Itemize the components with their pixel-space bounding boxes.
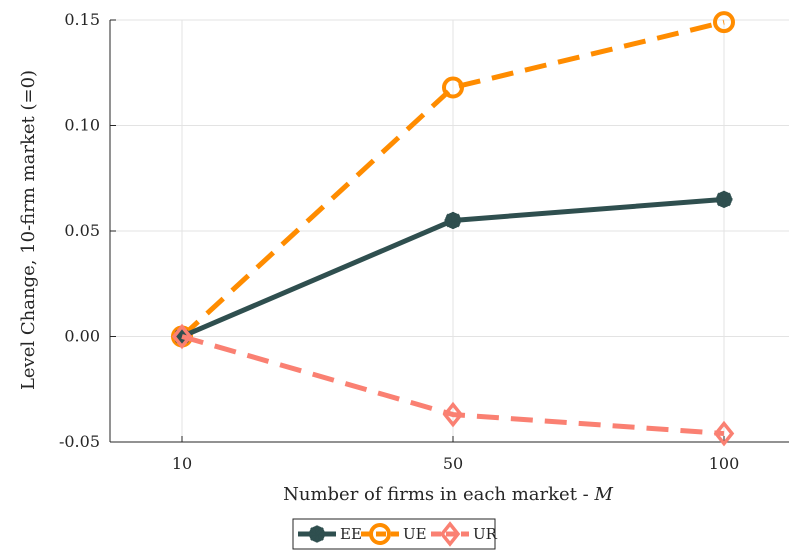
- legend-label-ee: EE: [340, 525, 362, 543]
- legend-item-ur: UR: [431, 521, 498, 547]
- axes: [109, 19, 789, 443]
- y-tick-label: 0.05: [64, 221, 100, 240]
- legend-item-ue: UE: [361, 523, 427, 545]
- legend-marker-ue: [369, 523, 391, 545]
- y-axis-title: Level Change, 10-firm market (=0): [18, 70, 39, 390]
- data-point-ue: [713, 11, 735, 34]
- tick-labels: -0.05 0.00 0.05 0.10 0.15 10 50 100: [59, 10, 739, 473]
- legend-marker-ur: [439, 521, 461, 547]
- grid: [110, 19, 789, 443]
- series-line-ue: [180, 19, 725, 339]
- y-tick-label: 0.00: [64, 327, 100, 346]
- x-tick-label: 10: [172, 454, 192, 473]
- legend-item-ee: EE: [298, 525, 362, 543]
- data-point-ur: [442, 401, 464, 428]
- legend-label-ur: UR: [473, 525, 498, 543]
- series-lines: [171, 11, 735, 447]
- data-point-ur: [713, 420, 735, 447]
- x-tick-label: 100: [709, 454, 740, 473]
- y-tick-label: 0.15: [64, 10, 100, 29]
- legend: EE UE UR: [292, 518, 498, 550]
- data-point-ee-spoke: [723, 192, 731, 201]
- data-point-ue: [442, 76, 464, 99]
- x-axis-title: Number of firms in each market - M: [283, 484, 613, 505]
- data-point-ur: [171, 323, 193, 350]
- series-line-ur: [181, 334, 725, 437]
- y-tick-label: -0.05: [59, 432, 100, 451]
- y-tick-label: 0.10: [64, 116, 100, 135]
- x-tick-label: 50: [443, 454, 463, 473]
- legend-marker-ee-spoke: [316, 527, 324, 535]
- data-point-ee-spoke: [452, 213, 460, 222]
- legend-label-ue: UE: [403, 525, 427, 543]
